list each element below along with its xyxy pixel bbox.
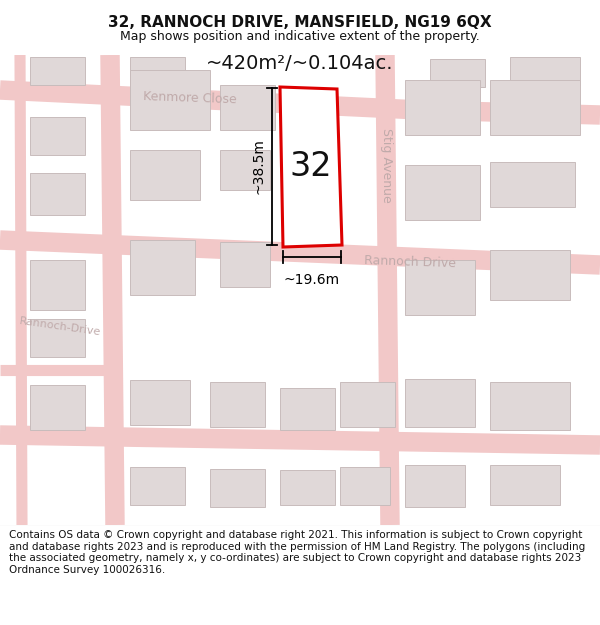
Bar: [490, 162, 575, 207]
Bar: [130, 240, 195, 295]
Bar: [30, 319, 85, 357]
Text: Contains OS data © Crown copyright and database right 2021. This information is : Contains OS data © Crown copyright and d…: [9, 530, 585, 575]
Text: Kenmore Close: Kenmore Close: [143, 90, 237, 106]
Text: Rannoch Drive: Rannoch Drive: [364, 254, 456, 270]
Text: Rannoch-Drive: Rannoch-Drive: [19, 316, 101, 338]
Text: 32: 32: [289, 151, 332, 184]
Text: ~19.6m: ~19.6m: [284, 273, 340, 287]
Bar: [130, 467, 185, 505]
Bar: [30, 260, 85, 310]
Bar: [30, 57, 85, 85]
Text: ~38.5m: ~38.5m: [251, 139, 265, 194]
Text: Map shows position and indicative extent of the property.: Map shows position and indicative extent…: [120, 30, 480, 43]
Bar: [130, 150, 200, 200]
Bar: [30, 385, 85, 430]
Bar: [220, 242, 270, 287]
Bar: [220, 85, 275, 130]
Bar: [430, 59, 485, 87]
Bar: [210, 469, 265, 507]
Text: 32, RANNOCH DRIVE, MANSFIELD, NG19 6QX: 32, RANNOCH DRIVE, MANSFIELD, NG19 6QX: [108, 15, 492, 30]
Bar: [130, 70, 210, 130]
Bar: [405, 165, 480, 220]
Bar: [130, 380, 190, 425]
Bar: [490, 382, 570, 430]
Polygon shape: [280, 87, 342, 247]
Bar: [510, 57, 580, 85]
Bar: [210, 382, 265, 427]
Text: Stig Avenue: Stig Avenue: [380, 127, 394, 202]
Text: ~420m²/~0.104ac.: ~420m²/~0.104ac.: [206, 54, 394, 73]
Bar: [490, 80, 580, 135]
Bar: [405, 80, 480, 135]
Bar: [405, 379, 475, 427]
Bar: [280, 470, 335, 505]
Bar: [220, 150, 270, 190]
Bar: [490, 465, 560, 505]
Bar: [405, 465, 465, 507]
Bar: [340, 467, 390, 505]
Bar: [30, 117, 85, 155]
Bar: [30, 173, 85, 215]
Bar: [405, 260, 475, 315]
Bar: [490, 250, 570, 300]
Bar: [130, 57, 185, 85]
Bar: [340, 382, 395, 427]
Bar: [280, 388, 335, 430]
